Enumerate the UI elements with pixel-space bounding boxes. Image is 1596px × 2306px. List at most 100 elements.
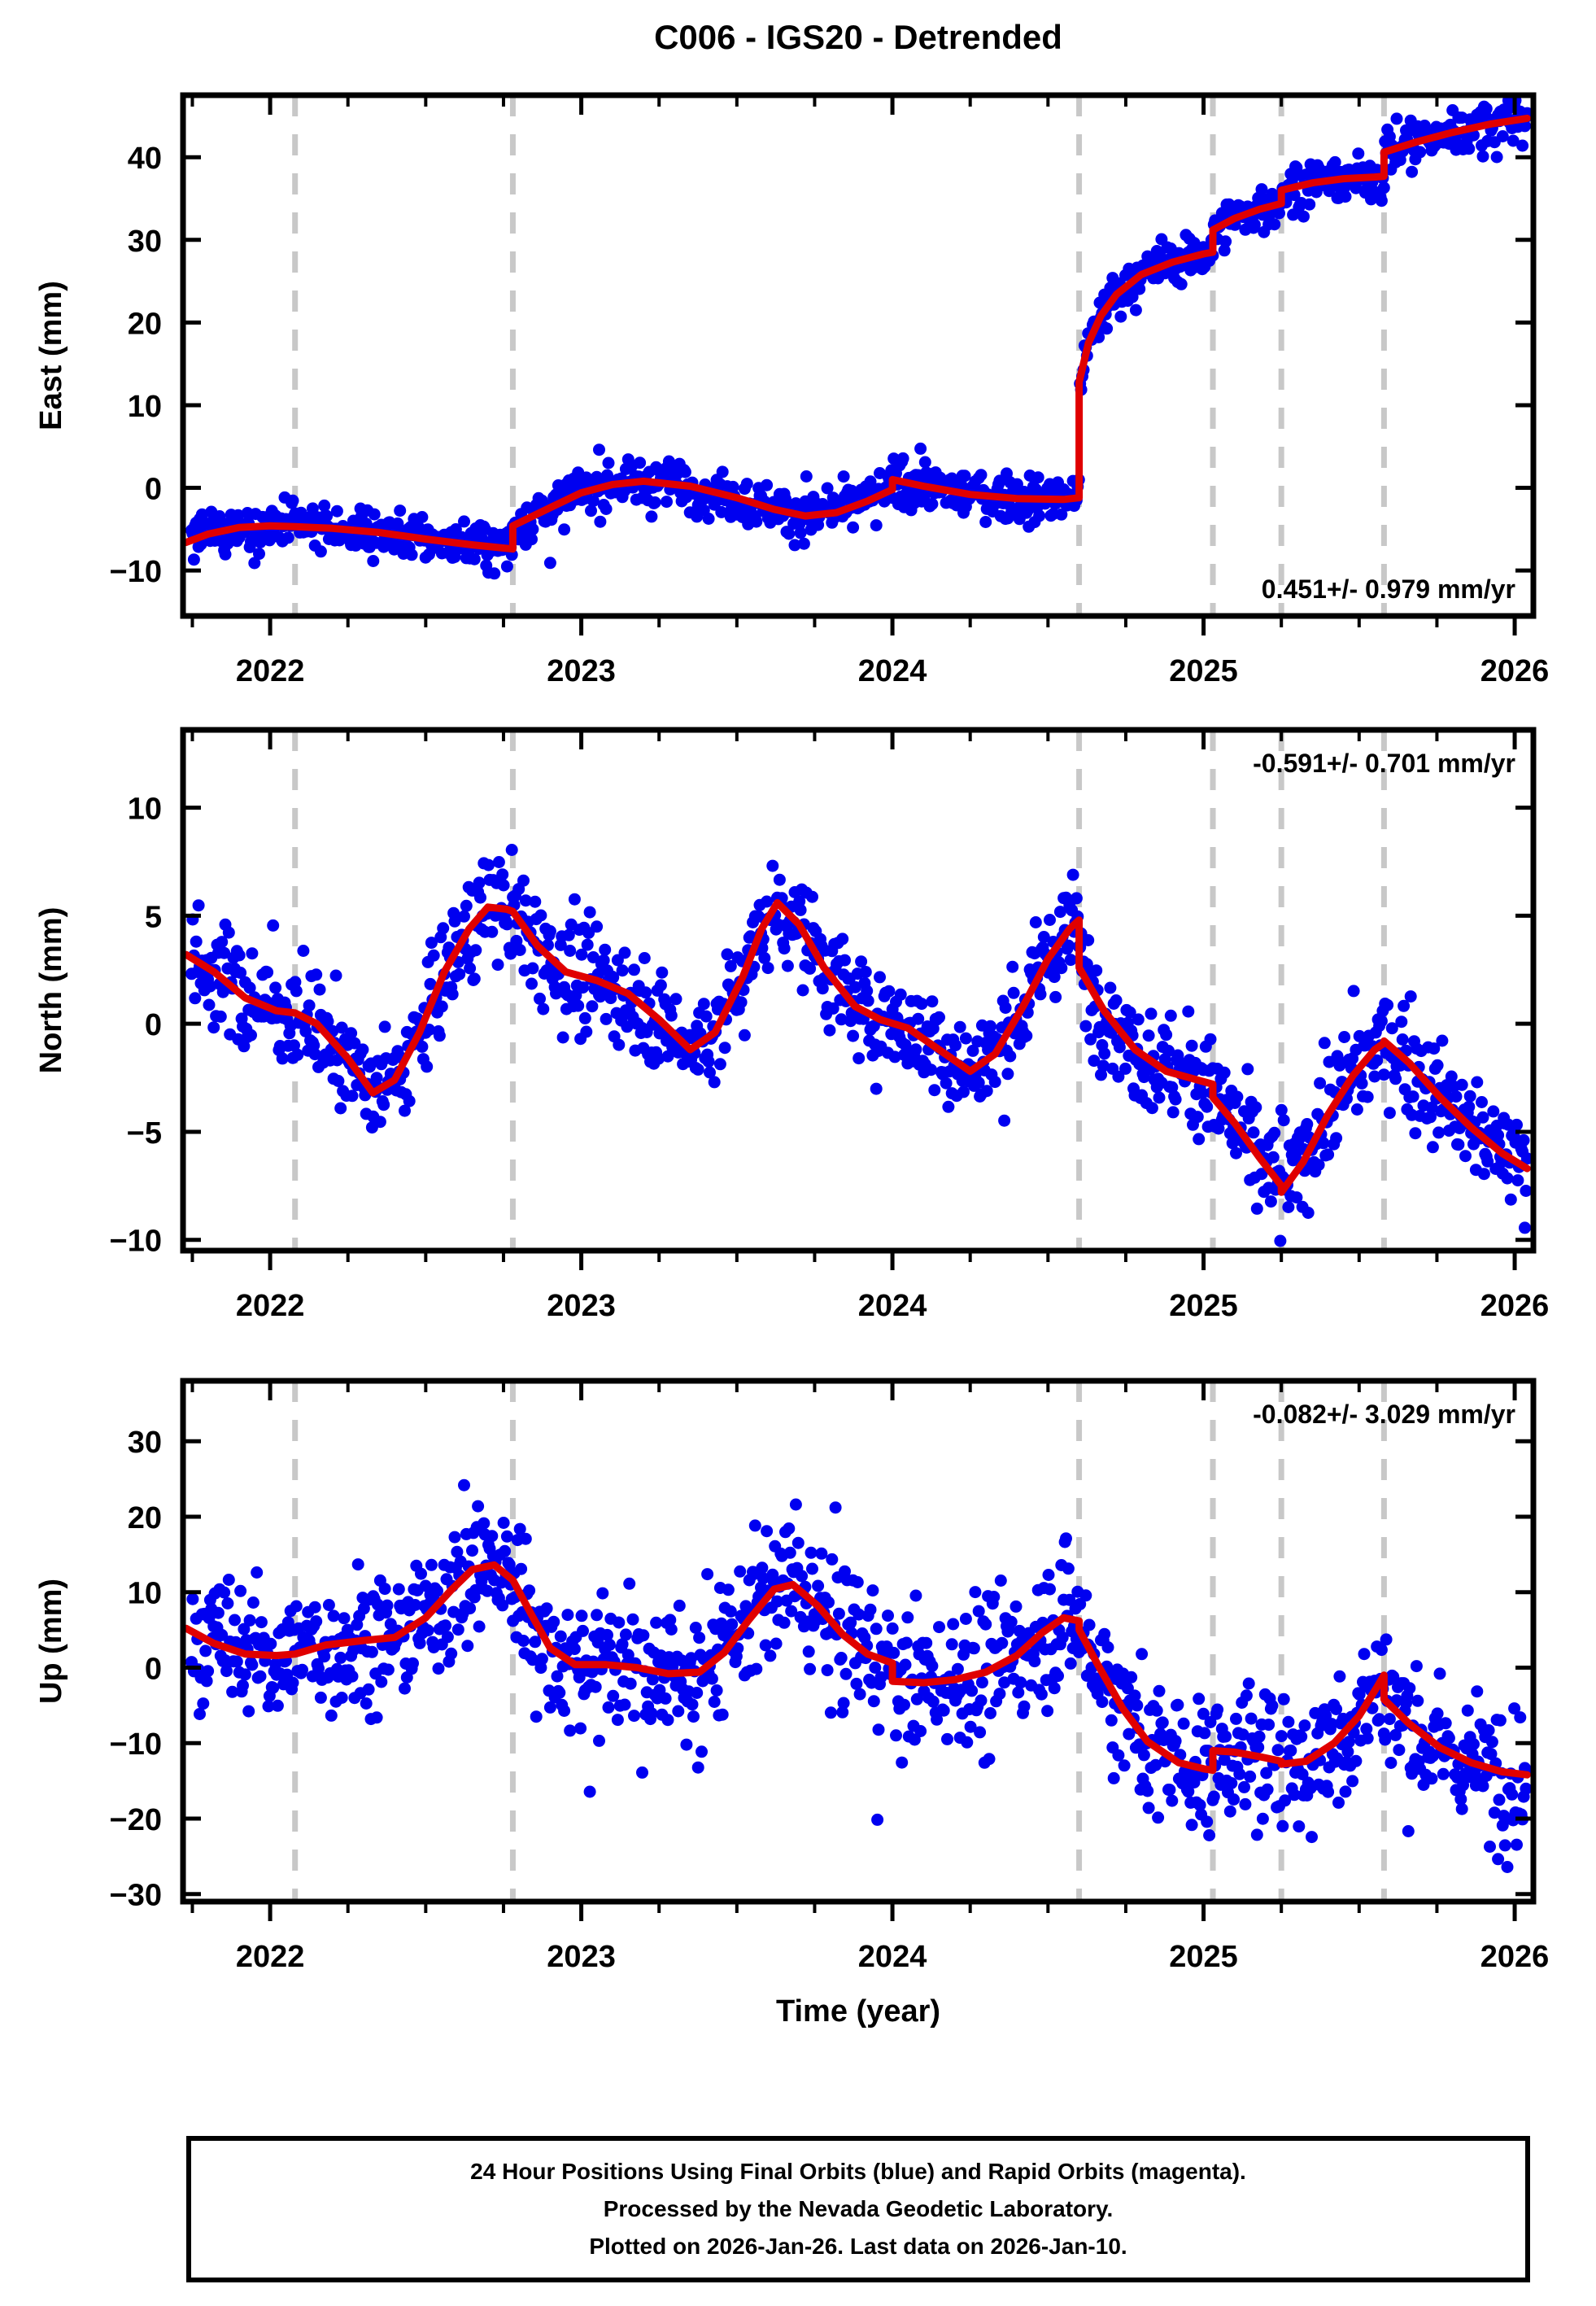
data-point	[1088, 1055, 1101, 1068]
data-point	[1112, 1070, 1125, 1083]
data-point	[984, 1707, 996, 1719]
data-point	[357, 1602, 370, 1615]
data-point	[525, 533, 538, 546]
data-point	[569, 989, 582, 1002]
data-point	[488, 567, 501, 580]
rate-annotation-up: -0.082+/- 3.029 mm/yr	[1253, 1400, 1515, 1429]
data-point	[1175, 277, 1188, 290]
data-point	[238, 1040, 251, 1053]
data-point	[1501, 1861, 1514, 1873]
data-point	[1123, 1727, 1136, 1740]
data-point	[591, 1609, 604, 1622]
data-point	[237, 1679, 249, 1692]
data-point	[1041, 1705, 1054, 1718]
data-point	[1153, 1684, 1166, 1697]
data-point	[1403, 1682, 1416, 1695]
data-point	[1485, 1748, 1498, 1761]
data-point	[1233, 1767, 1246, 1780]
data-point	[308, 1601, 321, 1614]
data-point	[1279, 1794, 1292, 1807]
data-point	[1145, 1102, 1158, 1115]
data-point	[1450, 1090, 1463, 1103]
data-point	[758, 951, 771, 964]
data-point	[1432, 1126, 1446, 1139]
data-point	[665, 1623, 678, 1636]
data-point	[427, 949, 440, 962]
data-point	[1350, 1754, 1363, 1767]
data-point	[286, 494, 299, 507]
data-point	[1063, 1593, 1076, 1606]
data-point	[1476, 150, 1489, 163]
data-point	[1268, 218, 1281, 231]
data-point	[1277, 1692, 1290, 1705]
data-point	[700, 1010, 713, 1023]
data-point	[461, 1640, 474, 1653]
data-point	[851, 1576, 864, 1588]
data-point	[661, 1050, 674, 1063]
data-point	[959, 1032, 972, 1045]
data-point	[1511, 1118, 1523, 1131]
data-point	[1218, 244, 1231, 257]
data-point	[926, 995, 939, 1008]
data-point	[415, 1567, 427, 1580]
data-point	[1493, 1793, 1506, 1806]
data-point	[1390, 112, 1403, 125]
data-point	[791, 1536, 805, 1549]
data-point	[313, 983, 326, 996]
data-point	[882, 1609, 894, 1622]
x-tick-label: 2026	[1480, 1940, 1550, 1974]
data-point	[416, 511, 429, 523]
data-point	[423, 1024, 435, 1036]
data-point	[1107, 1771, 1120, 1784]
data-point	[940, 1077, 953, 1090]
data-point	[1064, 954, 1077, 967]
data-point	[656, 966, 669, 979]
data-point	[203, 980, 216, 993]
caption-line-2: Processed by the Nevada Geodetic Laborat…	[604, 2196, 1114, 2221]
data-point	[886, 1622, 899, 1635]
data-point	[203, 998, 216, 1011]
data-point	[1163, 1784, 1176, 1797]
data-point	[519, 894, 532, 907]
data-point	[218, 1586, 231, 1599]
data-point	[1018, 1700, 1031, 1713]
data-point	[288, 1039, 300, 1052]
data-point	[1037, 931, 1050, 943]
data-point	[1193, 1692, 1206, 1705]
data-point	[525, 977, 538, 990]
data-point	[1288, 1788, 1301, 1802]
data-point	[375, 1675, 388, 1688]
data-point	[356, 1043, 369, 1056]
data-point	[1494, 1714, 1507, 1727]
data-point	[1467, 1738, 1480, 1750]
data-point	[469, 944, 482, 957]
data-point	[458, 515, 470, 528]
data-point	[1182, 1785, 1195, 1798]
data-point	[659, 1692, 672, 1705]
data-point	[594, 515, 607, 528]
data-point	[318, 1650, 331, 1663]
data-point	[975, 1694, 988, 1707]
data-point	[691, 1687, 704, 1699]
data-point	[526, 522, 539, 535]
data-point	[1353, 1688, 1366, 1701]
data-point	[613, 1616, 626, 1629]
data-point	[900, 1636, 913, 1649]
data-point	[637, 1629, 650, 1642]
panel-up: −30 −20 −10 0 10 20 30 2022 2023 2024 2025 2026 Up (…	[34, 1378, 1550, 1974]
data-point	[1009, 1600, 1023, 1613]
data-point	[933, 1621, 945, 1634]
data-point	[186, 1592, 199, 1605]
data-point	[847, 1029, 860, 1042]
data-point	[526, 1653, 539, 1666]
data-point	[497, 879, 510, 892]
data-point	[267, 1681, 280, 1694]
data-point	[1196, 1086, 1209, 1099]
data-point	[696, 1745, 708, 1758]
data-point	[1322, 1148, 1335, 1161]
data-point	[806, 890, 818, 903]
data-point	[1160, 1029, 1173, 1042]
data-point	[425, 1558, 438, 1571]
data-point	[1463, 142, 1476, 155]
data-point	[853, 1608, 866, 1621]
